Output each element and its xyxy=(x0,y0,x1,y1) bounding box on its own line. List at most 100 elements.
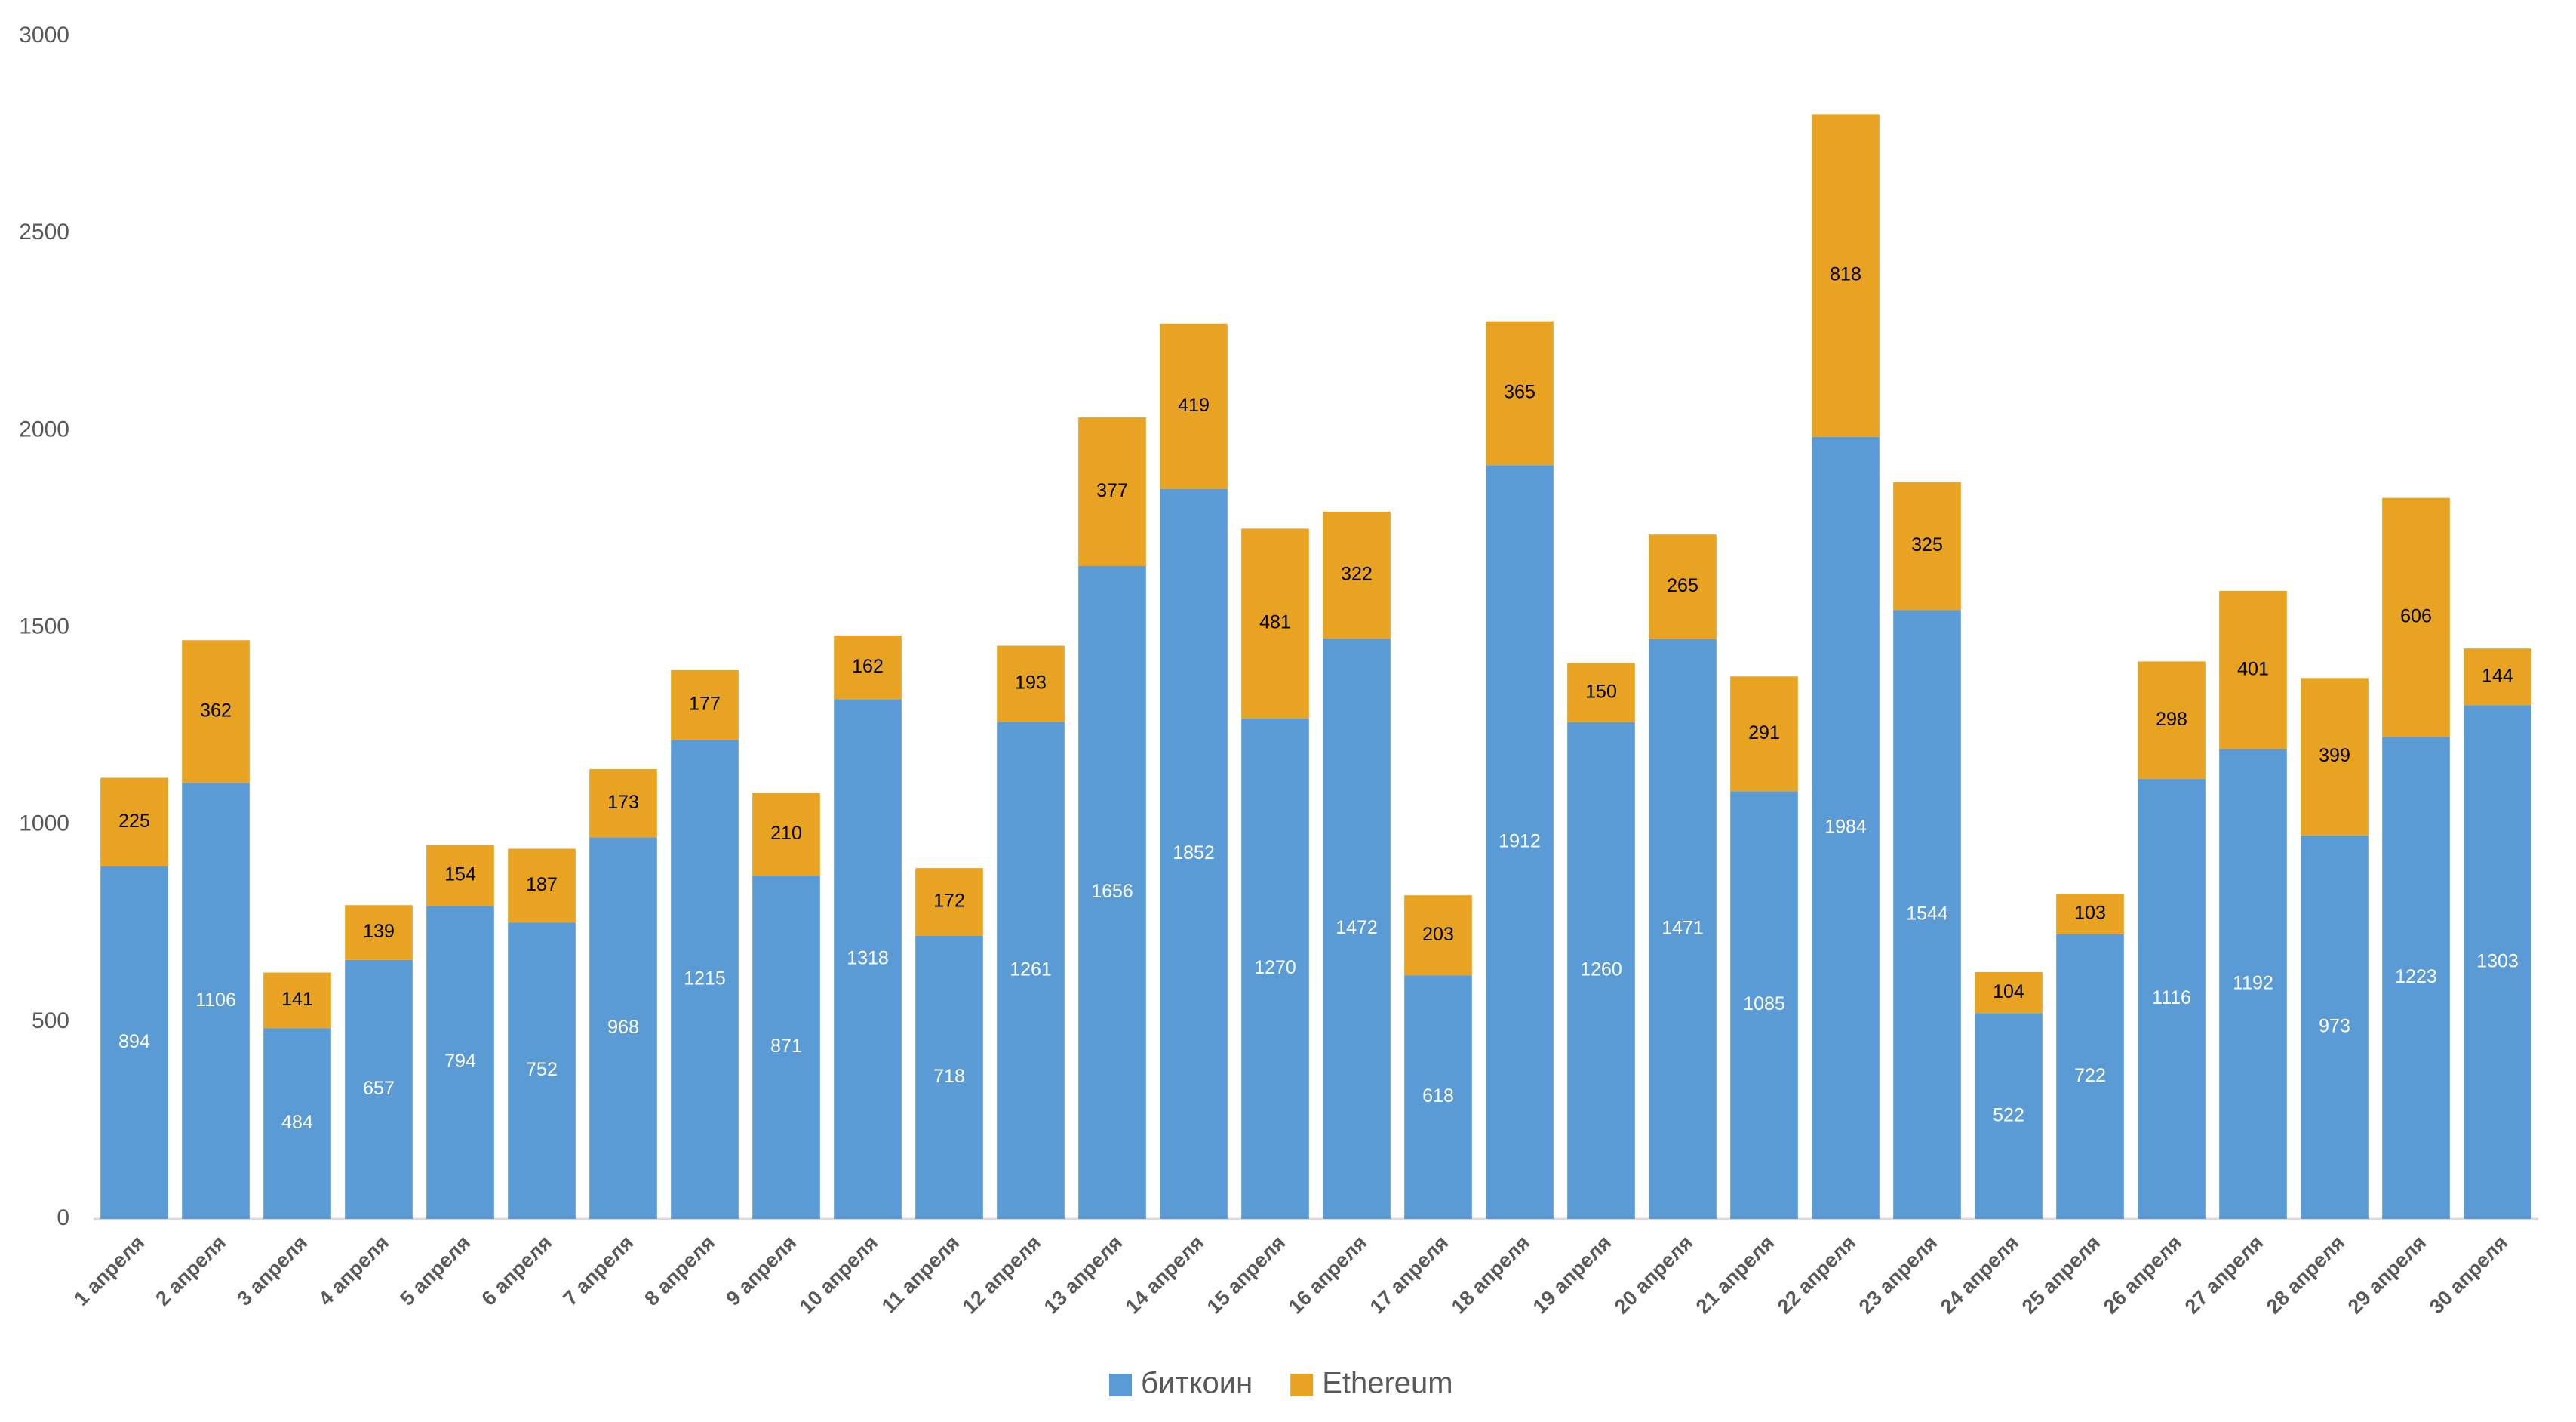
x-tick-label: 21 апреля xyxy=(1692,1231,1778,1318)
bar-segment xyxy=(834,699,902,1219)
bar-segment xyxy=(100,866,168,1219)
bar-segment xyxy=(2056,894,2124,934)
data-label: 1085 xyxy=(1743,993,1785,1014)
data-label: 752 xyxy=(526,1059,558,1080)
data-label: 1106 xyxy=(195,990,236,1011)
data-label: 1912 xyxy=(1499,830,1541,851)
x-tick-label: 6 апреля xyxy=(477,1231,556,1310)
data-label: 419 xyxy=(1178,395,1210,416)
x-tick-label: 25 апреля xyxy=(2018,1231,2104,1318)
data-label: 1471 xyxy=(1661,917,1704,938)
bar-segment xyxy=(1486,321,1554,466)
data-label: 1116 xyxy=(2152,987,2191,1008)
data-label: 1303 xyxy=(2476,950,2519,971)
data-label: 103 xyxy=(2074,903,2106,924)
bar-segment xyxy=(997,722,1065,1219)
bar-segment xyxy=(997,645,1065,722)
bar-segment xyxy=(589,837,657,1219)
y-tick-label: 1000 xyxy=(19,811,69,836)
bar-segment xyxy=(100,777,168,867)
bar-segment xyxy=(1486,465,1554,1219)
bar-segment xyxy=(1567,722,1635,1219)
x-tick-label: 3 апреля xyxy=(232,1231,312,1310)
bar-segment xyxy=(1078,417,1146,567)
data-label: 606 xyxy=(2400,606,2432,627)
data-label: 365 xyxy=(1504,382,1535,403)
bar-segment xyxy=(2382,497,2450,737)
data-label: 362 xyxy=(200,700,232,721)
data-label: 210 xyxy=(770,823,802,844)
data-label: 399 xyxy=(2319,745,2350,766)
data-label: 657 xyxy=(363,1078,395,1099)
data-label: 172 xyxy=(933,891,965,912)
bar-segment xyxy=(345,905,413,960)
bar-segment xyxy=(2138,779,2206,1219)
data-label: 150 xyxy=(1585,681,1617,702)
x-tick-label: 23 апреля xyxy=(1855,1231,1941,1318)
x-tick-label: 20 апреля xyxy=(1610,1231,1697,1318)
legend-label: Ethereum xyxy=(1322,1367,1452,1400)
data-label: 1472 xyxy=(1336,917,1378,938)
x-tick-label: 12 апреля xyxy=(958,1231,1045,1318)
bar-segment xyxy=(1078,566,1146,1219)
x-tick-label: 1 апреля xyxy=(69,1231,149,1310)
data-label: 973 xyxy=(2319,1015,2350,1036)
data-label: 1656 xyxy=(1091,881,1133,902)
data-label: 1852 xyxy=(1173,842,1215,863)
data-label: 177 xyxy=(689,694,721,715)
bar-segment xyxy=(2138,661,2206,780)
data-label: 481 xyxy=(1259,612,1291,633)
bar-segment xyxy=(345,959,413,1219)
bar-segment xyxy=(1323,639,1391,1219)
data-label: 1215 xyxy=(684,968,726,989)
y-tick-label: 500 xyxy=(32,1008,69,1033)
x-tick-label: 2 апреля xyxy=(151,1231,230,1310)
bar-segment xyxy=(2464,648,2531,706)
data-label: 265 xyxy=(1667,575,1698,596)
bar-segment xyxy=(1649,534,1717,639)
bar-segment xyxy=(182,640,250,783)
x-tick-label: 28 апреля xyxy=(2262,1231,2349,1318)
bar-segment xyxy=(1241,718,1309,1219)
x-tick-label: 11 апреля xyxy=(878,1231,964,1317)
data-label: 1261 xyxy=(1010,959,1052,980)
x-tick-label: 18 апреля xyxy=(1447,1231,1534,1318)
legend-label: биткоин xyxy=(1141,1367,1253,1400)
bar-segment xyxy=(671,740,739,1219)
data-label: 718 xyxy=(933,1066,965,1087)
y-tick-label: 0 xyxy=(57,1205,69,1230)
data-label: 618 xyxy=(1422,1085,1454,1107)
y-tick-label: 2500 xyxy=(19,220,69,245)
x-tick-label: 17 апреля xyxy=(1366,1231,1452,1318)
bar-segment xyxy=(1812,114,1880,437)
data-label: 104 xyxy=(1993,981,2024,1002)
bar-segment xyxy=(1893,482,1961,611)
data-label: 1984 xyxy=(1824,816,1867,837)
data-label: 894 xyxy=(118,1031,150,1052)
data-label: 1192 xyxy=(2233,972,2273,993)
data-label: 225 xyxy=(118,811,150,832)
y-tick-label: 2000 xyxy=(19,417,69,442)
bar-segment xyxy=(1975,972,2043,1014)
bar-segment xyxy=(1730,791,1798,1219)
data-label: 1223 xyxy=(2395,966,2437,987)
bar-segment xyxy=(1404,895,1472,976)
data-label: 871 xyxy=(770,1036,802,1057)
data-label: 818 xyxy=(1830,264,1861,285)
bar-segment xyxy=(1323,511,1391,639)
x-tick-label: 22 апреля xyxy=(1773,1231,1860,1318)
x-tick-label: 5 апреля xyxy=(395,1231,475,1310)
x-tick-label: 30 апреля xyxy=(2425,1231,2512,1318)
bar-segment xyxy=(426,845,494,906)
bar-segment xyxy=(1241,528,1309,719)
x-tick-label: 15 апреля xyxy=(1203,1231,1290,1318)
bar-segment xyxy=(752,876,820,1219)
bar-segment xyxy=(2301,835,2369,1219)
data-label: 325 xyxy=(1911,534,1943,556)
bar-segment xyxy=(752,793,820,876)
data-label: 1318 xyxy=(847,947,889,968)
data-label: 377 xyxy=(1096,480,1128,501)
x-tick-label: 8 апреля xyxy=(640,1231,719,1310)
bar-segment xyxy=(1567,663,1635,722)
bar-segment xyxy=(2464,705,2531,1219)
